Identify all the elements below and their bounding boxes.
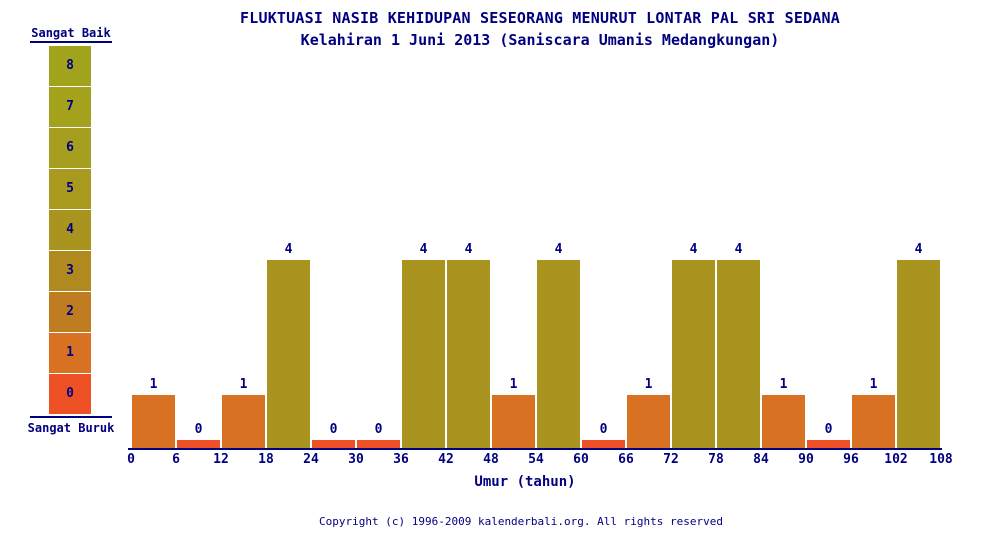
scale-cell-1: 1 bbox=[49, 333, 91, 373]
bar-value-label: 0 bbox=[194, 422, 203, 437]
bar-value-label: 4 bbox=[689, 242, 698, 257]
x-tick-6: 6 bbox=[172, 452, 180, 467]
scale-cell-8: 8 bbox=[49, 46, 91, 86]
x-axis-title: Umur (tahun) bbox=[474, 474, 576, 490]
bar-value-label: 4 bbox=[464, 242, 473, 257]
bar-age-36-42 bbox=[402, 260, 445, 448]
bar-value-label: 4 bbox=[914, 242, 923, 257]
bar-age-96-102 bbox=[852, 395, 895, 448]
bar-age-72-78 bbox=[672, 260, 715, 448]
x-tick-48: 48 bbox=[483, 452, 499, 467]
bar-age-48-54 bbox=[492, 395, 535, 448]
bar-age-84-90 bbox=[762, 395, 805, 448]
bar-value-label: 4 bbox=[419, 242, 428, 257]
bar-value-label: 1 bbox=[779, 377, 788, 392]
bar-value-label: 1 bbox=[149, 377, 158, 392]
x-tick-66: 66 bbox=[618, 452, 634, 467]
scale-cell-7: 7 bbox=[49, 87, 91, 127]
x-tick-84: 84 bbox=[753, 452, 769, 467]
scale-worst-label: Sangat Buruk bbox=[27, 421, 115, 435]
bar-value-label: 1 bbox=[239, 377, 248, 392]
bar-age-42-48 bbox=[447, 260, 490, 448]
scale-cell-3: 3 bbox=[49, 251, 91, 291]
scale-cell-5: 5 bbox=[49, 169, 91, 209]
bar-age-54-60 bbox=[537, 260, 580, 448]
bar-value-label: 0 bbox=[374, 422, 383, 437]
bar-age-18-24 bbox=[267, 260, 310, 448]
scale-cell-6: 6 bbox=[49, 128, 91, 168]
bar-age-30-36 bbox=[357, 440, 400, 448]
bar-value-label: 4 bbox=[734, 242, 743, 257]
bar-age-24-30 bbox=[312, 440, 355, 448]
bar-age-102-108 bbox=[897, 260, 940, 448]
bar-value-label: 0 bbox=[824, 422, 833, 437]
x-tick-12: 12 bbox=[213, 452, 229, 467]
x-tick-108: 108 bbox=[929, 452, 953, 467]
x-tick-90: 90 bbox=[798, 452, 814, 467]
scale-cell-2: 2 bbox=[49, 292, 91, 332]
chart-subtitle: Kelahiran 1 Juni 2013 (Saniscara Umanis … bbox=[300, 31, 780, 49]
scale-cell-0: 0 bbox=[49, 374, 91, 414]
bar-age-12-18 bbox=[222, 395, 265, 448]
x-axis-line bbox=[128, 448, 942, 450]
scale-top-rule bbox=[30, 41, 112, 43]
chart-title: FLUKTUASI NASIB KEHIDUPAN SESEORANG MENU… bbox=[240, 9, 840, 27]
x-tick-42: 42 bbox=[438, 452, 454, 467]
bar-value-label: 0 bbox=[599, 422, 608, 437]
bar-value-label: 1 bbox=[509, 377, 518, 392]
x-tick-0: 0 bbox=[127, 452, 135, 467]
x-tick-102: 102 bbox=[884, 452, 908, 467]
bar-age-60-66 bbox=[582, 440, 625, 448]
scale-best-label: Sangat Baik bbox=[31, 26, 111, 40]
x-tick-60: 60 bbox=[573, 452, 589, 467]
x-tick-18: 18 bbox=[258, 452, 274, 467]
x-tick-96: 96 bbox=[843, 452, 859, 467]
x-tick-54: 54 bbox=[528, 452, 544, 467]
bar-value-label: 4 bbox=[284, 242, 293, 257]
bar-age-66-72 bbox=[627, 395, 670, 448]
scale-cell-4: 4 bbox=[49, 210, 91, 250]
bar-age-0-6 bbox=[132, 395, 175, 448]
bar-age-6-12 bbox=[177, 440, 220, 448]
bar-age-90-96 bbox=[807, 440, 850, 448]
x-tick-30: 30 bbox=[348, 452, 364, 467]
bar-age-78-84 bbox=[717, 260, 760, 448]
bar-value-label: 4 bbox=[554, 242, 563, 257]
x-tick-72: 72 bbox=[663, 452, 679, 467]
bar-value-label: 1 bbox=[644, 377, 653, 392]
bar-value-label: 1 bbox=[869, 377, 878, 392]
bar-value-label: 0 bbox=[329, 422, 338, 437]
x-tick-36: 36 bbox=[393, 452, 409, 467]
copyright-text: Copyright (c) 1996-2009 kalenderbali.org… bbox=[319, 515, 723, 528]
x-tick-24: 24 bbox=[303, 452, 319, 467]
scale-bottom-rule bbox=[30, 416, 112, 418]
x-tick-78: 78 bbox=[708, 452, 724, 467]
